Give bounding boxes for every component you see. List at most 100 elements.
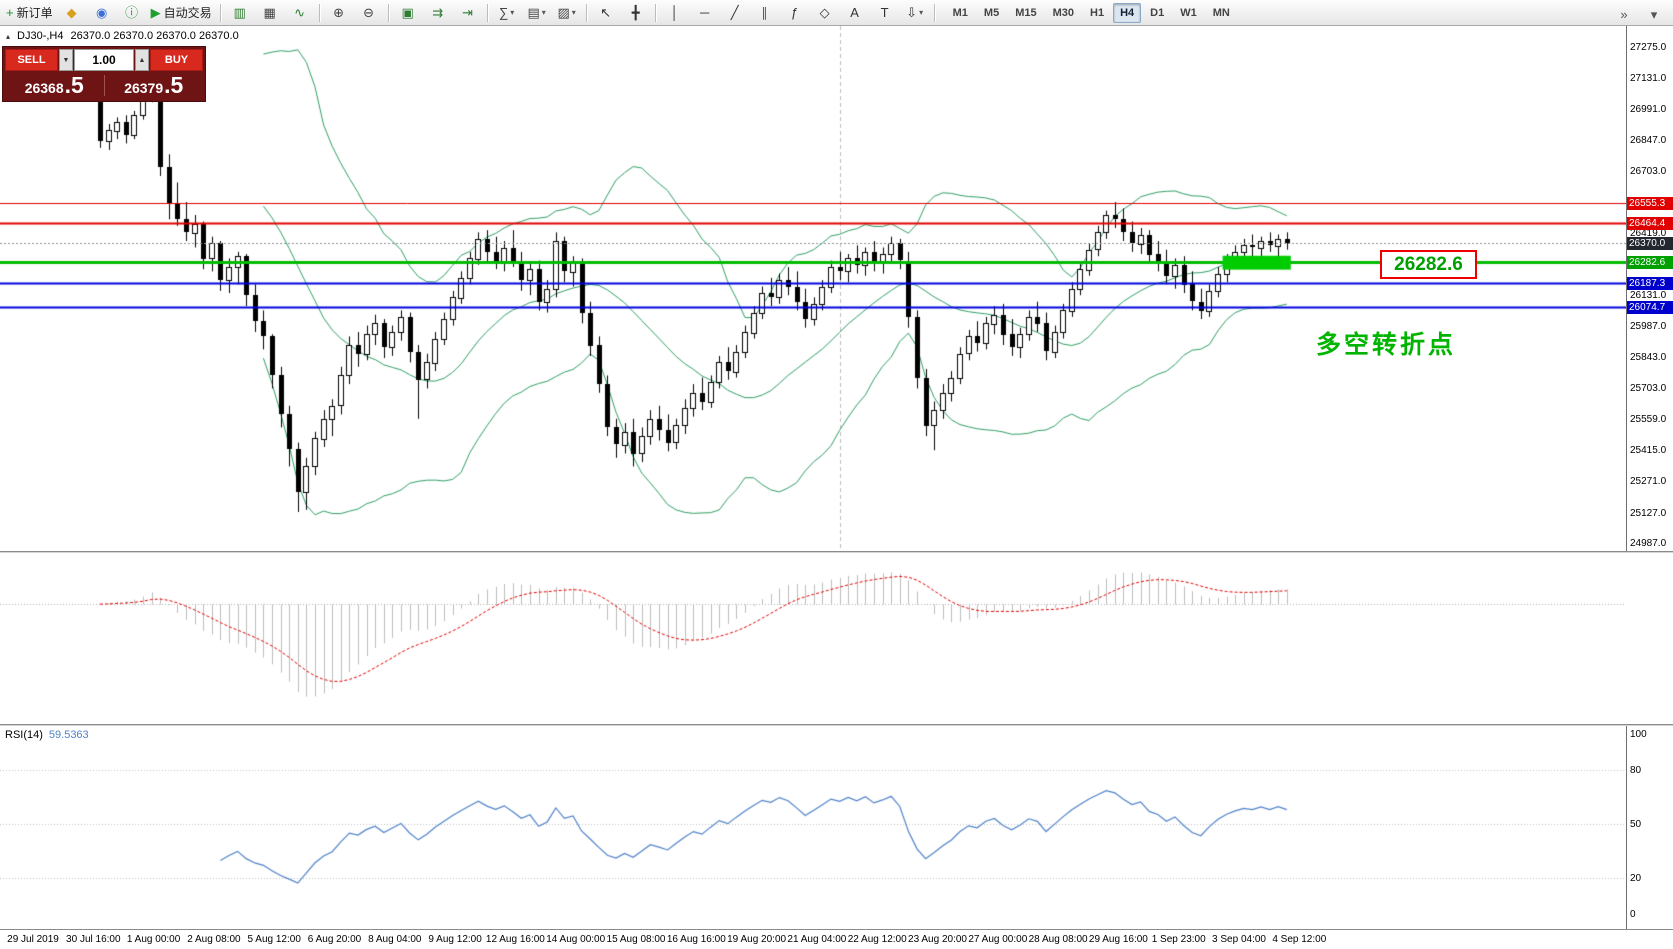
timeframe-toolbar: M1 M5 M15 M30 H1 H4 D1 W1 MN xyxy=(945,2,1238,23)
rsi-scale-label: 100 xyxy=(1630,729,1647,740)
panel-splitter[interactable] xyxy=(0,551,1673,553)
new-order-button-label: 新订单 xyxy=(16,6,53,20)
time-axis-label: 27 Aug 00:00 xyxy=(968,934,1028,945)
timeframe-w1[interactable]: W1 xyxy=(1180,6,1197,19)
rsi-scale[interactable]: 100 80 50 20 0 xyxy=(1626,726,1673,929)
price-line-label: 26282.6 xyxy=(1627,256,1673,270)
price-scale-label: 25271.0 xyxy=(1630,476,1667,488)
price-scale-label: 27131.0 xyxy=(1630,73,1667,85)
time-axis-label: 22 Aug 12:00 xyxy=(847,934,907,945)
timeframe-m15[interactable]: M15 xyxy=(1015,6,1037,19)
rsi-name: RSI(14) xyxy=(5,729,43,741)
volume-increase-button[interactable]: ▲ xyxy=(135,49,149,71)
timeframe-h1[interactable]: H1 xyxy=(1090,6,1105,19)
buy-button[interactable]: BUY xyxy=(150,49,203,71)
buy-price: 26379.5 xyxy=(107,74,202,97)
fibonacci-tool[interactable]: ƒ xyxy=(781,1,809,25)
rsi-scale-label: 50 xyxy=(1630,819,1642,830)
price-line-label: 26464.4 xyxy=(1627,216,1673,230)
text-tool[interactable]: A xyxy=(841,1,869,25)
toolbar-more-icon: » xyxy=(1620,6,1628,22)
timeframe-d1[interactable]: D1 xyxy=(1150,6,1165,19)
data-window-button[interactable]: ⓘ xyxy=(118,1,146,25)
toolbar-separator xyxy=(486,3,488,22)
note-annotation[interactable]: 多空转折点 xyxy=(1316,331,1457,359)
panel-splitter[interactable] xyxy=(0,724,1673,726)
sell-price-pips: .5 xyxy=(64,72,84,98)
horizontal-line-tool[interactable]: ─ xyxy=(691,1,719,25)
price-chart-canvas[interactable] xyxy=(0,26,1626,551)
candlestick-chart-button[interactable]: ▦ xyxy=(256,1,284,25)
price-line-label: 26074.7 xyxy=(1627,301,1673,315)
cursor-button[interactable]: ↖ xyxy=(592,1,620,25)
time-axis-label: 29 Aug 16:00 xyxy=(1088,934,1148,945)
rsi-panel: 100 80 50 20 0 RSI(14) 59.5363 xyxy=(0,726,1673,929)
templates-button[interactable]: ▨ ▾ xyxy=(553,1,581,25)
line-chart-button[interactable]: ∿ xyxy=(286,1,314,25)
channel-tool[interactable]: ∥ xyxy=(751,1,779,25)
timeframe-m30[interactable]: M30 xyxy=(1052,6,1074,19)
time-axis-label: 28 Aug 08:00 xyxy=(1028,934,1088,945)
rsi-indicator-label: RSI(14) 59.5363 xyxy=(5,729,89,741)
periods-button[interactable]: ▤ ▾ xyxy=(523,1,551,25)
shapes-tool[interactable]: ◇ xyxy=(811,1,839,25)
timeframe-mn[interactable]: MN xyxy=(1212,6,1230,19)
time-axis-label: 6 Aug 20:00 xyxy=(307,934,362,945)
rsi-chart-canvas[interactable] xyxy=(0,726,1626,929)
price-scale-label: 25127.0 xyxy=(1630,507,1667,519)
timeframe-m5[interactable]: M5 xyxy=(983,6,1000,19)
tile-windows-button[interactable]: ▣ xyxy=(394,1,422,25)
crosshair-button[interactable]: ╋ xyxy=(622,1,650,25)
arrows-icon: ⇩ xyxy=(906,5,918,20)
chart-windows-button[interactable]: ◆ xyxy=(58,1,86,25)
toolbar-more-button[interactable]: » xyxy=(1610,2,1638,26)
toolbar-separator xyxy=(219,3,221,22)
timeframe-m1[interactable]: M1 xyxy=(952,6,968,19)
toolbar-separator xyxy=(654,3,656,22)
profiles-button[interactable]: ◉ xyxy=(88,1,116,25)
autotrading-button[interactable]: ▶ 自动交易 xyxy=(148,1,215,25)
price-level-annotation[interactable]: 26282.6 xyxy=(1380,250,1477,279)
timeframe-h4[interactable]: H4 xyxy=(1113,2,1142,23)
text-icon: A xyxy=(850,5,859,20)
symbol-period-label: DJ30-,H4 xyxy=(17,30,64,42)
collapse-panel-icon[interactable]: ▴ xyxy=(6,31,11,41)
new-order-icon: + xyxy=(6,5,14,20)
time-axis[interactable]: 29 Jul 2019 30 Jul 16:00 1 Aug 00:00 2 Aug … xyxy=(0,929,1673,949)
price-scale-label: 26419.0 xyxy=(1630,227,1667,239)
price-scale-label: 25987.0 xyxy=(1630,321,1667,333)
trendline-tool[interactable]: ╱ xyxy=(721,1,749,25)
new-order-button[interactable]: + 新订单 xyxy=(3,1,56,25)
volume-decrease-button[interactable]: ▼ xyxy=(59,49,73,71)
toolbar-options-button[interactable]: ▾ xyxy=(1640,2,1668,26)
price-scale-label: 24987.0 xyxy=(1630,538,1667,549)
vertical-line-icon: │ xyxy=(670,5,679,20)
chevron-down-icon: ▾ xyxy=(541,8,546,17)
bar-chart-icon: ▥ xyxy=(233,5,246,20)
label-tool[interactable]: T xyxy=(871,1,899,25)
rsi-scale-label: 0 xyxy=(1630,909,1636,920)
sell-button[interactable]: SELL xyxy=(5,49,58,71)
auto-scroll-button[interactable]: ⇉ xyxy=(424,1,452,25)
price-scale[interactable]: 27275.0 27131.0 26991.0 26847.0 26703.0 26419… xyxy=(1626,26,1673,551)
arrows-tool[interactable]: ⇩ ▾ xyxy=(901,1,929,25)
chart-shift-button[interactable]: ⇥ xyxy=(454,1,482,25)
autotrading-button-label: 自动交易 xyxy=(163,6,212,20)
volume-input[interactable] xyxy=(74,49,134,71)
sell-price-int: 26368 xyxy=(24,80,64,96)
zoom-in-button[interactable]: ⊕ xyxy=(325,1,353,25)
toolbar-separator xyxy=(585,3,587,22)
macd-chart-canvas[interactable]: 171.820.00-396.92 MACD(12,26,9)46.0620.7… xyxy=(0,553,1626,724)
bar-chart-button[interactable]: ▥ xyxy=(226,1,254,25)
time-axis-label: 3 Sep 04:00 xyxy=(1212,934,1266,945)
time-axis-label: 15 Aug 08:00 xyxy=(606,934,666,945)
zoom-out-button[interactable]: ⊖ xyxy=(355,1,383,25)
price-chart-panel: 27275.0 27131.0 26991.0 26847.0 26703.0 26419… xyxy=(0,26,1673,551)
time-axis-label: 16 Aug 16:00 xyxy=(666,934,726,945)
indicators-button[interactable]: ∑ ▾ xyxy=(493,1,521,25)
vertical-line-tool[interactable]: │ xyxy=(661,1,689,25)
toolbar-options-icon: ▾ xyxy=(1650,6,1658,22)
trade-controls-row: SELL ▼ ▲ BUY xyxy=(5,49,203,71)
data-window-icon: ⓘ xyxy=(125,5,139,20)
